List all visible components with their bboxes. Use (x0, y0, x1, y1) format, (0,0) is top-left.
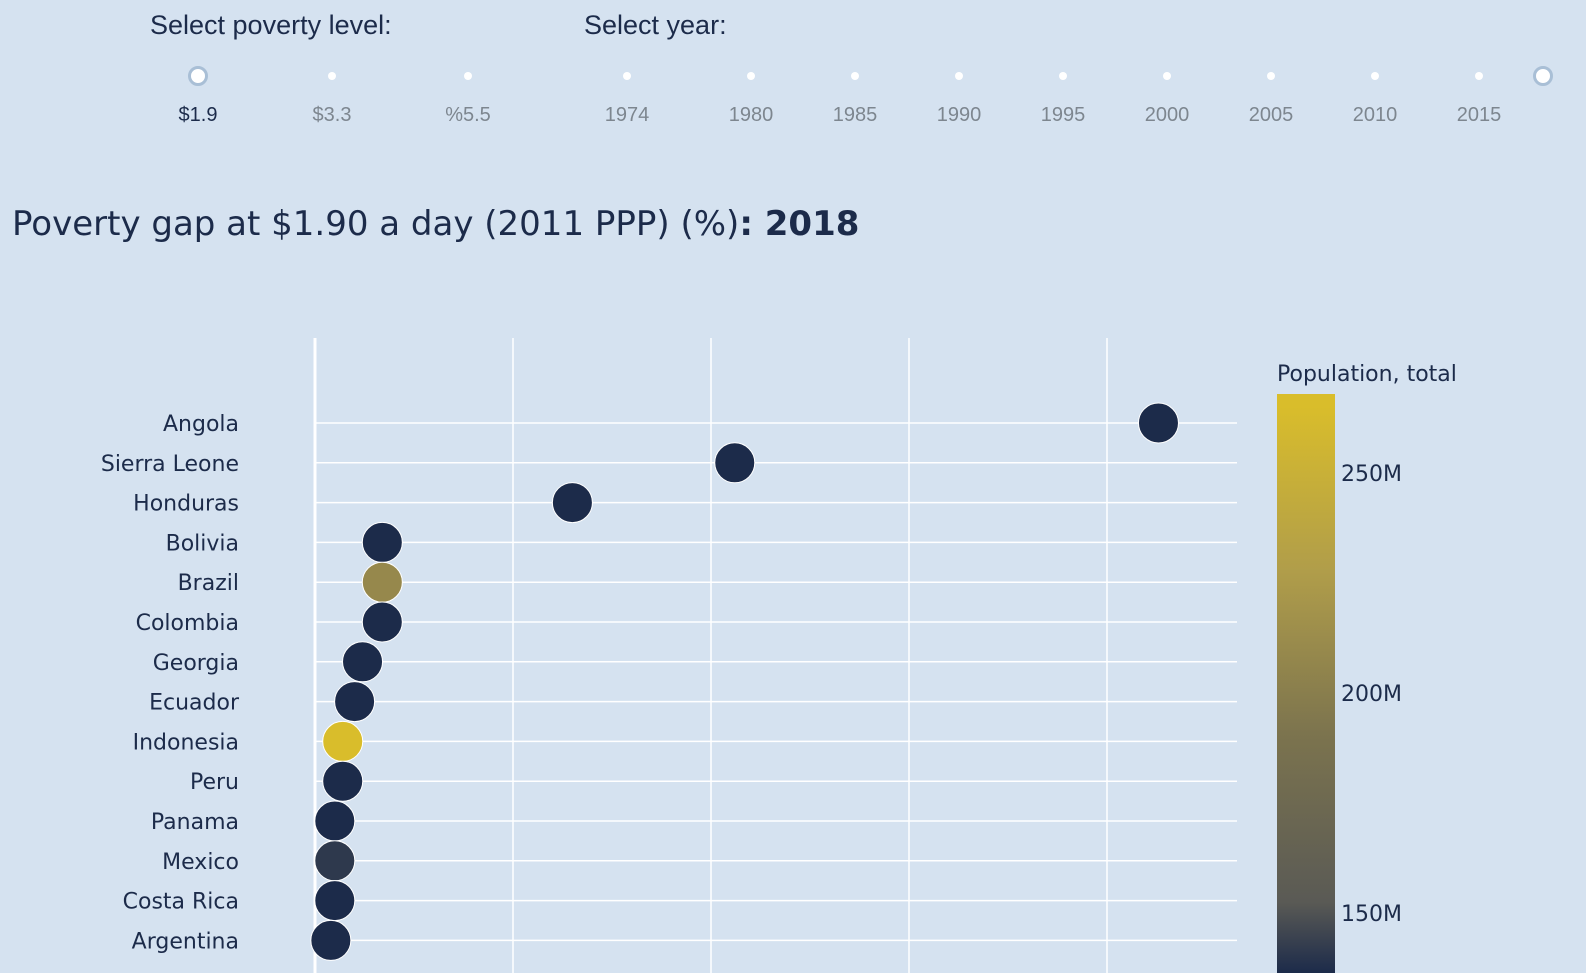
colorbar: Population, total 250M 200M 150M (1277, 362, 1457, 973)
year-mark[interactable]: 2015 (1456, 104, 1502, 126)
poverty-slider-dot[interactable] (464, 72, 472, 80)
year-mark[interactable]: 1985 (832, 104, 878, 126)
chart-title-main: Poverty gap at $1.90 a day (2011 PPP) (%… (12, 204, 740, 244)
data-point[interactable] (314, 800, 356, 842)
year-slider-dot[interactable] (1163, 72, 1171, 80)
y-tick-label: Georgia (153, 651, 239, 676)
colorbar-tick-label: 150M (1341, 902, 1402, 927)
y-tick-label: Ecuador (149, 691, 240, 716)
data-point[interactable] (551, 482, 593, 524)
colorbar-tick-label: 250M (1341, 462, 1402, 487)
y-tick-label: Colombia (136, 611, 239, 636)
y-tick-label: Angola (163, 412, 239, 437)
data-point[interactable] (361, 601, 403, 643)
colorbar-title: Population, total (1277, 362, 1457, 387)
year-slider-dot[interactable] (1059, 72, 1067, 80)
y-tick-label: Sierra Leone (101, 452, 239, 477)
country-labels: Angola Sierra Leone Honduras Bolivia Brazil C… (101, 412, 240, 954)
year-mark[interactable]: 1995 (1040, 104, 1086, 126)
data-point[interactable] (322, 720, 364, 762)
year-slider-dot[interactable] (1371, 72, 1379, 80)
year-label: Select year: (584, 10, 727, 40)
poverty-mark[interactable]: $1.9 (178, 104, 218, 126)
colorbar-gradient (1277, 394, 1335, 973)
data-point[interactable] (322, 760, 364, 802)
year-slider-dot[interactable] (851, 72, 859, 80)
markers (310, 402, 1179, 961)
data-point[interactable] (334, 681, 376, 723)
y-tick-label: Argentina (132, 929, 239, 954)
year-slider-dot[interactable] (955, 72, 963, 80)
chart-title-separator: : (739, 204, 765, 244)
year-mark[interactable]: 2000 (1144, 104, 1190, 126)
year-slider-dot[interactable] (747, 72, 755, 80)
data-point[interactable] (314, 880, 356, 922)
colorbar-tick-label: 200M (1341, 682, 1402, 707)
data-point[interactable] (1137, 402, 1179, 444)
poverty-mark[interactable]: $3.3 (312, 104, 352, 126)
poverty-slider-dot[interactable] (328, 72, 336, 80)
data-point[interactable] (361, 521, 403, 563)
y-tick-label: Brazil (178, 571, 239, 596)
y-tick-label: Costa Rica (123, 890, 239, 915)
poverty-level-label: Select poverty level: (150, 10, 392, 40)
poverty-mark[interactable]: %5.5 (445, 104, 491, 126)
chart-title: Poverty gap at $1.90 a day (2011 PPP) (%… (12, 204, 859, 244)
year-mark[interactable]: 2010 (1352, 104, 1398, 126)
poverty-slider-handle[interactable] (188, 66, 208, 86)
year-slider-dot[interactable] (623, 72, 631, 80)
year-slider-handle[interactable] (1533, 66, 1553, 86)
year-mark[interactable]: 2005 (1248, 104, 1294, 126)
data-point[interactable] (361, 561, 403, 603)
y-tick-label: Peru (190, 770, 239, 795)
y-tick-label: Mexico (162, 850, 239, 875)
y-tick-label: Panama (151, 810, 239, 835)
year-slider-dot[interactable] (1267, 72, 1275, 80)
data-point[interactable] (342, 641, 384, 683)
year-mark[interactable]: 1974 (604, 104, 650, 126)
y-tick-label: Bolivia (166, 531, 239, 556)
year-slider-dot[interactable] (1475, 72, 1483, 80)
data-point[interactable] (714, 442, 756, 484)
chart-title-year: 2018 (764, 204, 860, 244)
year-mark[interactable]: 1990 (936, 104, 982, 126)
data-point[interactable] (310, 919, 352, 961)
grid-layer (313, 338, 1237, 973)
year-mark[interactable]: 1980 (728, 104, 774, 126)
y-tick-label: Indonesia (133, 730, 239, 755)
data-point[interactable] (314, 840, 356, 882)
y-tick-label: Honduras (133, 492, 239, 517)
